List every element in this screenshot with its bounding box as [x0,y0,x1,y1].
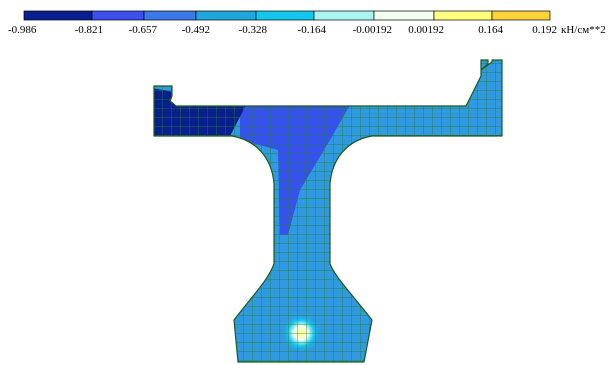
legend-tick-8: 0.164 [478,24,503,36]
color-legend: -0.986 -0.821 -0.657 -0.492 -0.328 -0.16… [8,10,606,36]
legend-tick-6: -0.00192 [353,24,392,36]
legend-swatch-8 [491,10,551,21]
legend-tick-2: -0.657 [129,24,158,36]
legend-tick-1: -0.821 [75,24,103,36]
legend-tick-9: 0.192 [532,24,557,36]
legend-tick-3: -0.492 [182,24,210,36]
legend-tick-labels: -0.986 -0.821 -0.657 -0.492 -0.328 -0.16… [8,24,606,36]
legend-tick-7: 0.00192 [408,24,444,36]
legend-unit: кН/см**2 [561,24,606,36]
legend-swatches [23,10,551,21]
legend-tick-5: -0.164 [298,24,327,36]
legend-tick-4: -0.328 [239,24,268,36]
legend-tick-0: -0.986 [8,24,37,36]
section-outline [153,59,503,363]
